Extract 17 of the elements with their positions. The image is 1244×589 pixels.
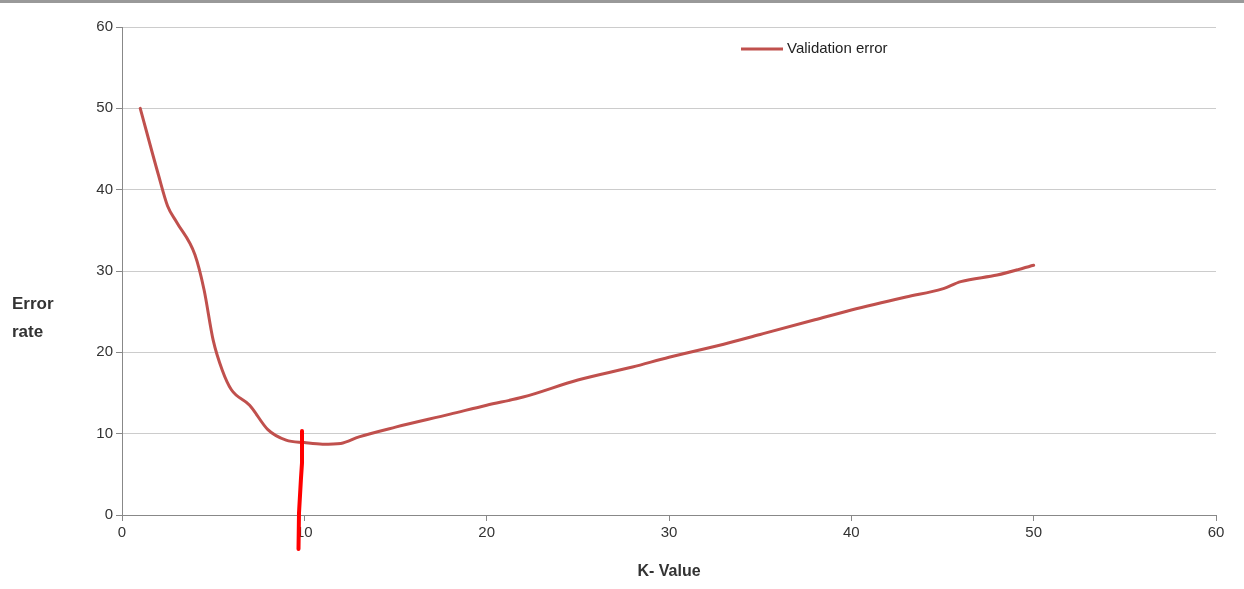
x-tick-label: 50 [1025,523,1043,541]
x-tick-label: 60 [1207,523,1225,541]
legend-label: Validation error [787,39,888,57]
y-tick-label: 50 [96,98,113,116]
x-tick-label: 0 [117,523,127,541]
y-tick-label: 20 [96,342,113,360]
x-axis-title: K- Value [637,561,701,579]
line-series [138,106,1036,446]
y-tick-label: 40 [96,179,113,197]
x-tick-label: 40 [842,523,860,541]
x-tick-label: 30 [660,523,678,541]
x-tick-label: 20 [478,523,496,541]
y-axis-title: Error rate [12,293,55,343]
y-tick-label: 10 [96,423,113,441]
y-tick-label: 0 [104,505,113,523]
y-tick-label: 30 [96,261,113,279]
y-tick-label: 60 [96,17,113,35]
